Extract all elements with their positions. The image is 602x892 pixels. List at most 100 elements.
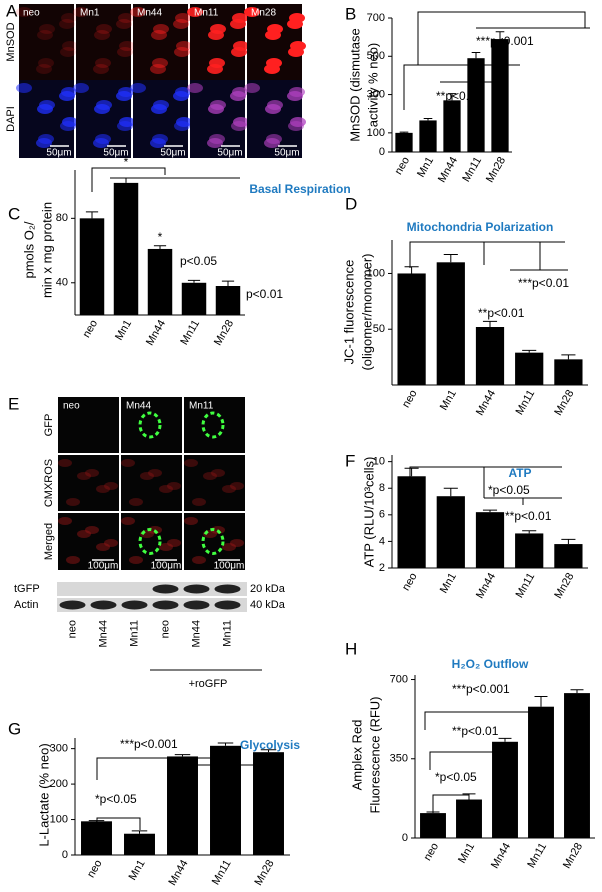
panel-letter: A: [6, 1, 18, 20]
cell: [208, 104, 224, 114]
cell: [119, 41, 135, 51]
annotation: *p<0.05: [95, 792, 137, 806]
column-label: Mn44: [126, 401, 151, 412]
x-tick-label: neo: [422, 841, 442, 863]
cell: [93, 138, 109, 148]
cell: [208, 30, 224, 40]
micrograph: [133, 4, 188, 80]
y-tick-label: 500: [367, 50, 385, 62]
error-bar: [443, 487, 458, 497]
y-tick-label: 700: [367, 12, 385, 24]
cell: [117, 47, 133, 57]
bar: [515, 533, 544, 568]
bar: [79, 218, 105, 315]
cell: [174, 47, 190, 57]
cell: [230, 482, 244, 490]
x-tick-label: Mn11: [460, 155, 484, 184]
annotation: ***p<0.001: [476, 34, 534, 48]
error-bar: [404, 467, 419, 477]
band: [59, 600, 86, 610]
panel-letter: C: [8, 204, 20, 223]
cell: [287, 91, 303, 101]
error-bar: [399, 131, 409, 133]
bar: [397, 476, 426, 568]
error-bar: [187, 279, 201, 283]
bar: [113, 182, 139, 315]
chart-title: ATP: [508, 466, 531, 480]
bar: [554, 544, 583, 568]
y-axis-label: MnSOD (dismutase: [347, 28, 362, 141]
x-tick-label: Mn44: [474, 388, 498, 418]
cell: [37, 104, 53, 114]
x-tick-label: Mn28: [552, 571, 576, 601]
cell: [264, 138, 280, 148]
x-tick-label: neo: [393, 155, 413, 177]
cell: [231, 47, 247, 57]
error-bar: [131, 830, 148, 834]
bar: [420, 813, 446, 838]
annotation: **p<0.01: [478, 306, 525, 320]
cell: [152, 58, 168, 68]
column-label: Mn28: [251, 8, 276, 19]
row-label: CMXROS: [43, 459, 55, 507]
bar: [475, 327, 505, 385]
cell: [173, 19, 189, 29]
cell: [59, 91, 75, 101]
error-bar: [404, 266, 419, 274]
cell: [61, 13, 77, 23]
x-tick-label: neo: [400, 388, 420, 410]
scale-bar-label: 50μm: [274, 148, 299, 159]
y-axis-label: min x mg protein: [39, 202, 54, 298]
scale-bar-label: 100μm: [214, 561, 245, 572]
error-bar: [260, 749, 277, 753]
x-tick-label: Mn28: [561, 841, 585, 871]
cell: [117, 121, 133, 131]
cell: [207, 64, 223, 74]
annotation: **: [189, 285, 199, 299]
y-axis-label: pmols O₂/: [21, 221, 36, 278]
cell: [203, 472, 217, 480]
micrograph: [184, 397, 245, 453]
significance-bracket: [96, 757, 230, 780]
x-tick-label: neo: [81, 318, 101, 340]
significance-bracket: [96, 817, 141, 838]
cell: [173, 91, 189, 101]
x-tick-label: Mn28: [252, 858, 276, 888]
cell: [287, 19, 303, 29]
lane-label: Mn11: [221, 620, 233, 647]
scale-bar-label: 50μm: [160, 148, 185, 159]
error-bar: [495, 31, 505, 40]
cell: [62, 41, 78, 51]
panel-letter: E: [8, 394, 19, 413]
cell: [129, 556, 143, 564]
cell: [174, 121, 190, 131]
chart-title: H₂O₂ Outflow: [452, 657, 529, 671]
significance-bracket: [409, 241, 565, 268]
error-bar: [482, 509, 498, 513]
cell: [130, 7, 146, 17]
cell: [140, 472, 154, 480]
annotation: **p<0.01: [436, 89, 483, 103]
y-tick-label: 100: [367, 267, 385, 279]
cell: [66, 498, 80, 506]
annotation: *: [158, 230, 163, 244]
row-label: GFP: [43, 414, 55, 437]
annotation: *p<0.05: [488, 483, 530, 497]
bar: [528, 706, 554, 838]
y-tick-label: 8: [379, 482, 385, 494]
cell: [192, 498, 206, 506]
cell: [121, 459, 135, 467]
marker-label: 20 kDa: [250, 583, 286, 595]
x-tick-label: Mn28: [212, 318, 236, 348]
significance-bracket: [91, 167, 166, 192]
y-axis-label: (oligomer/monomer): [359, 253, 374, 370]
significance-bracket: [432, 794, 470, 812]
x-tick-label: Mn1: [456, 841, 477, 866]
error-bar: [522, 349, 537, 353]
cell: [201, 528, 225, 555]
y-tick-label: 0: [379, 146, 385, 158]
lane-label: neo: [66, 620, 78, 638]
band: [90, 600, 117, 610]
error-bar: [522, 530, 537, 534]
annotation: p<0.05: [180, 254, 217, 268]
